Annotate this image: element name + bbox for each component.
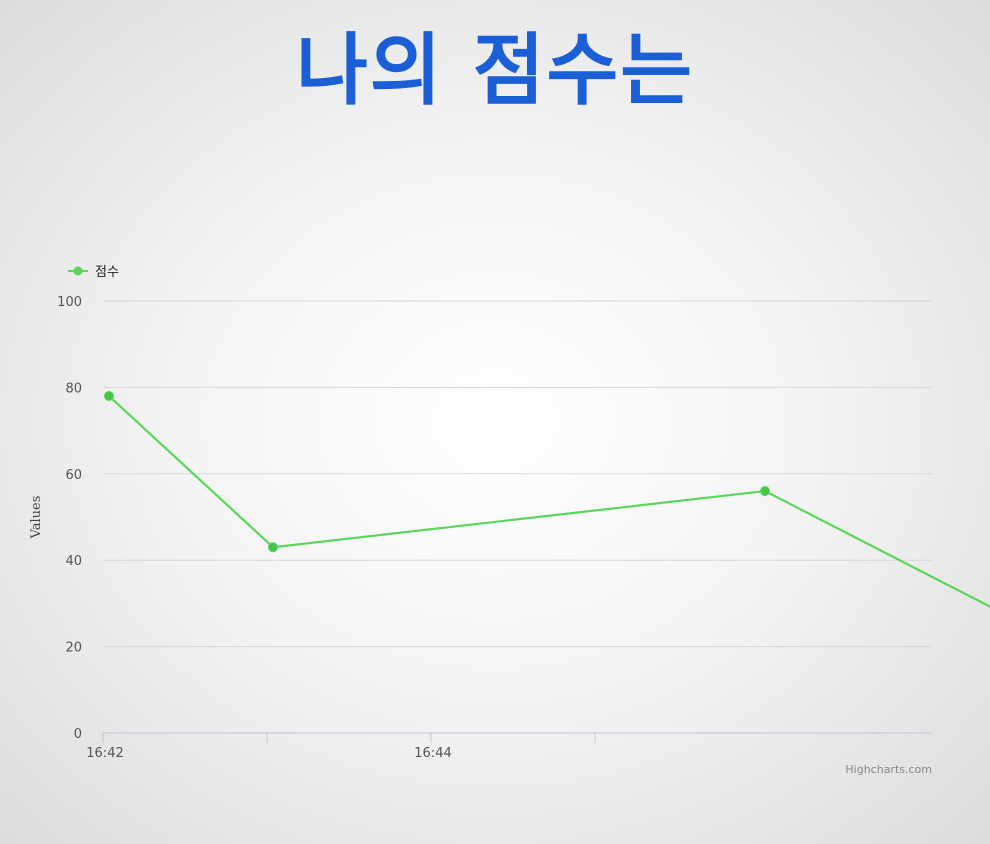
x-tick-label: 16:42 [86, 746, 123, 761]
page-title: 나의 점수는 [296, 25, 694, 116]
x-tick-label: 16:44 [414, 746, 451, 761]
y-tick-label: 80 [65, 381, 82, 396]
legend-item-label[interactable]: 점수 [95, 265, 119, 280]
data-point[interactable] [760, 486, 770, 497]
series-line [108, 395, 990, 608]
legend-symbol-marker [73, 266, 83, 276]
y-tick-label: 0 [74, 727, 82, 742]
y-tick-label: 20 [65, 641, 82, 656]
x-axis: 16:42 16:44 [86, 732, 932, 761]
y-tick-label: 60 [65, 468, 82, 483]
y-tick-label: 40 [65, 554, 82, 569]
y-tick-label: 100 [57, 295, 82, 310]
series-group [104, 391, 990, 608]
data-point[interactable] [104, 391, 114, 402]
y-axis-title: Values [29, 496, 44, 540]
grid-lines [103, 300, 932, 648]
y-tick-labels: 0 20 40 60 80 100 [57, 295, 82, 742]
credits-link[interactable]: Highcharts.com [845, 763, 932, 776]
data-point[interactable] [268, 542, 278, 553]
legend[interactable]: 점수 [68, 265, 119, 280]
